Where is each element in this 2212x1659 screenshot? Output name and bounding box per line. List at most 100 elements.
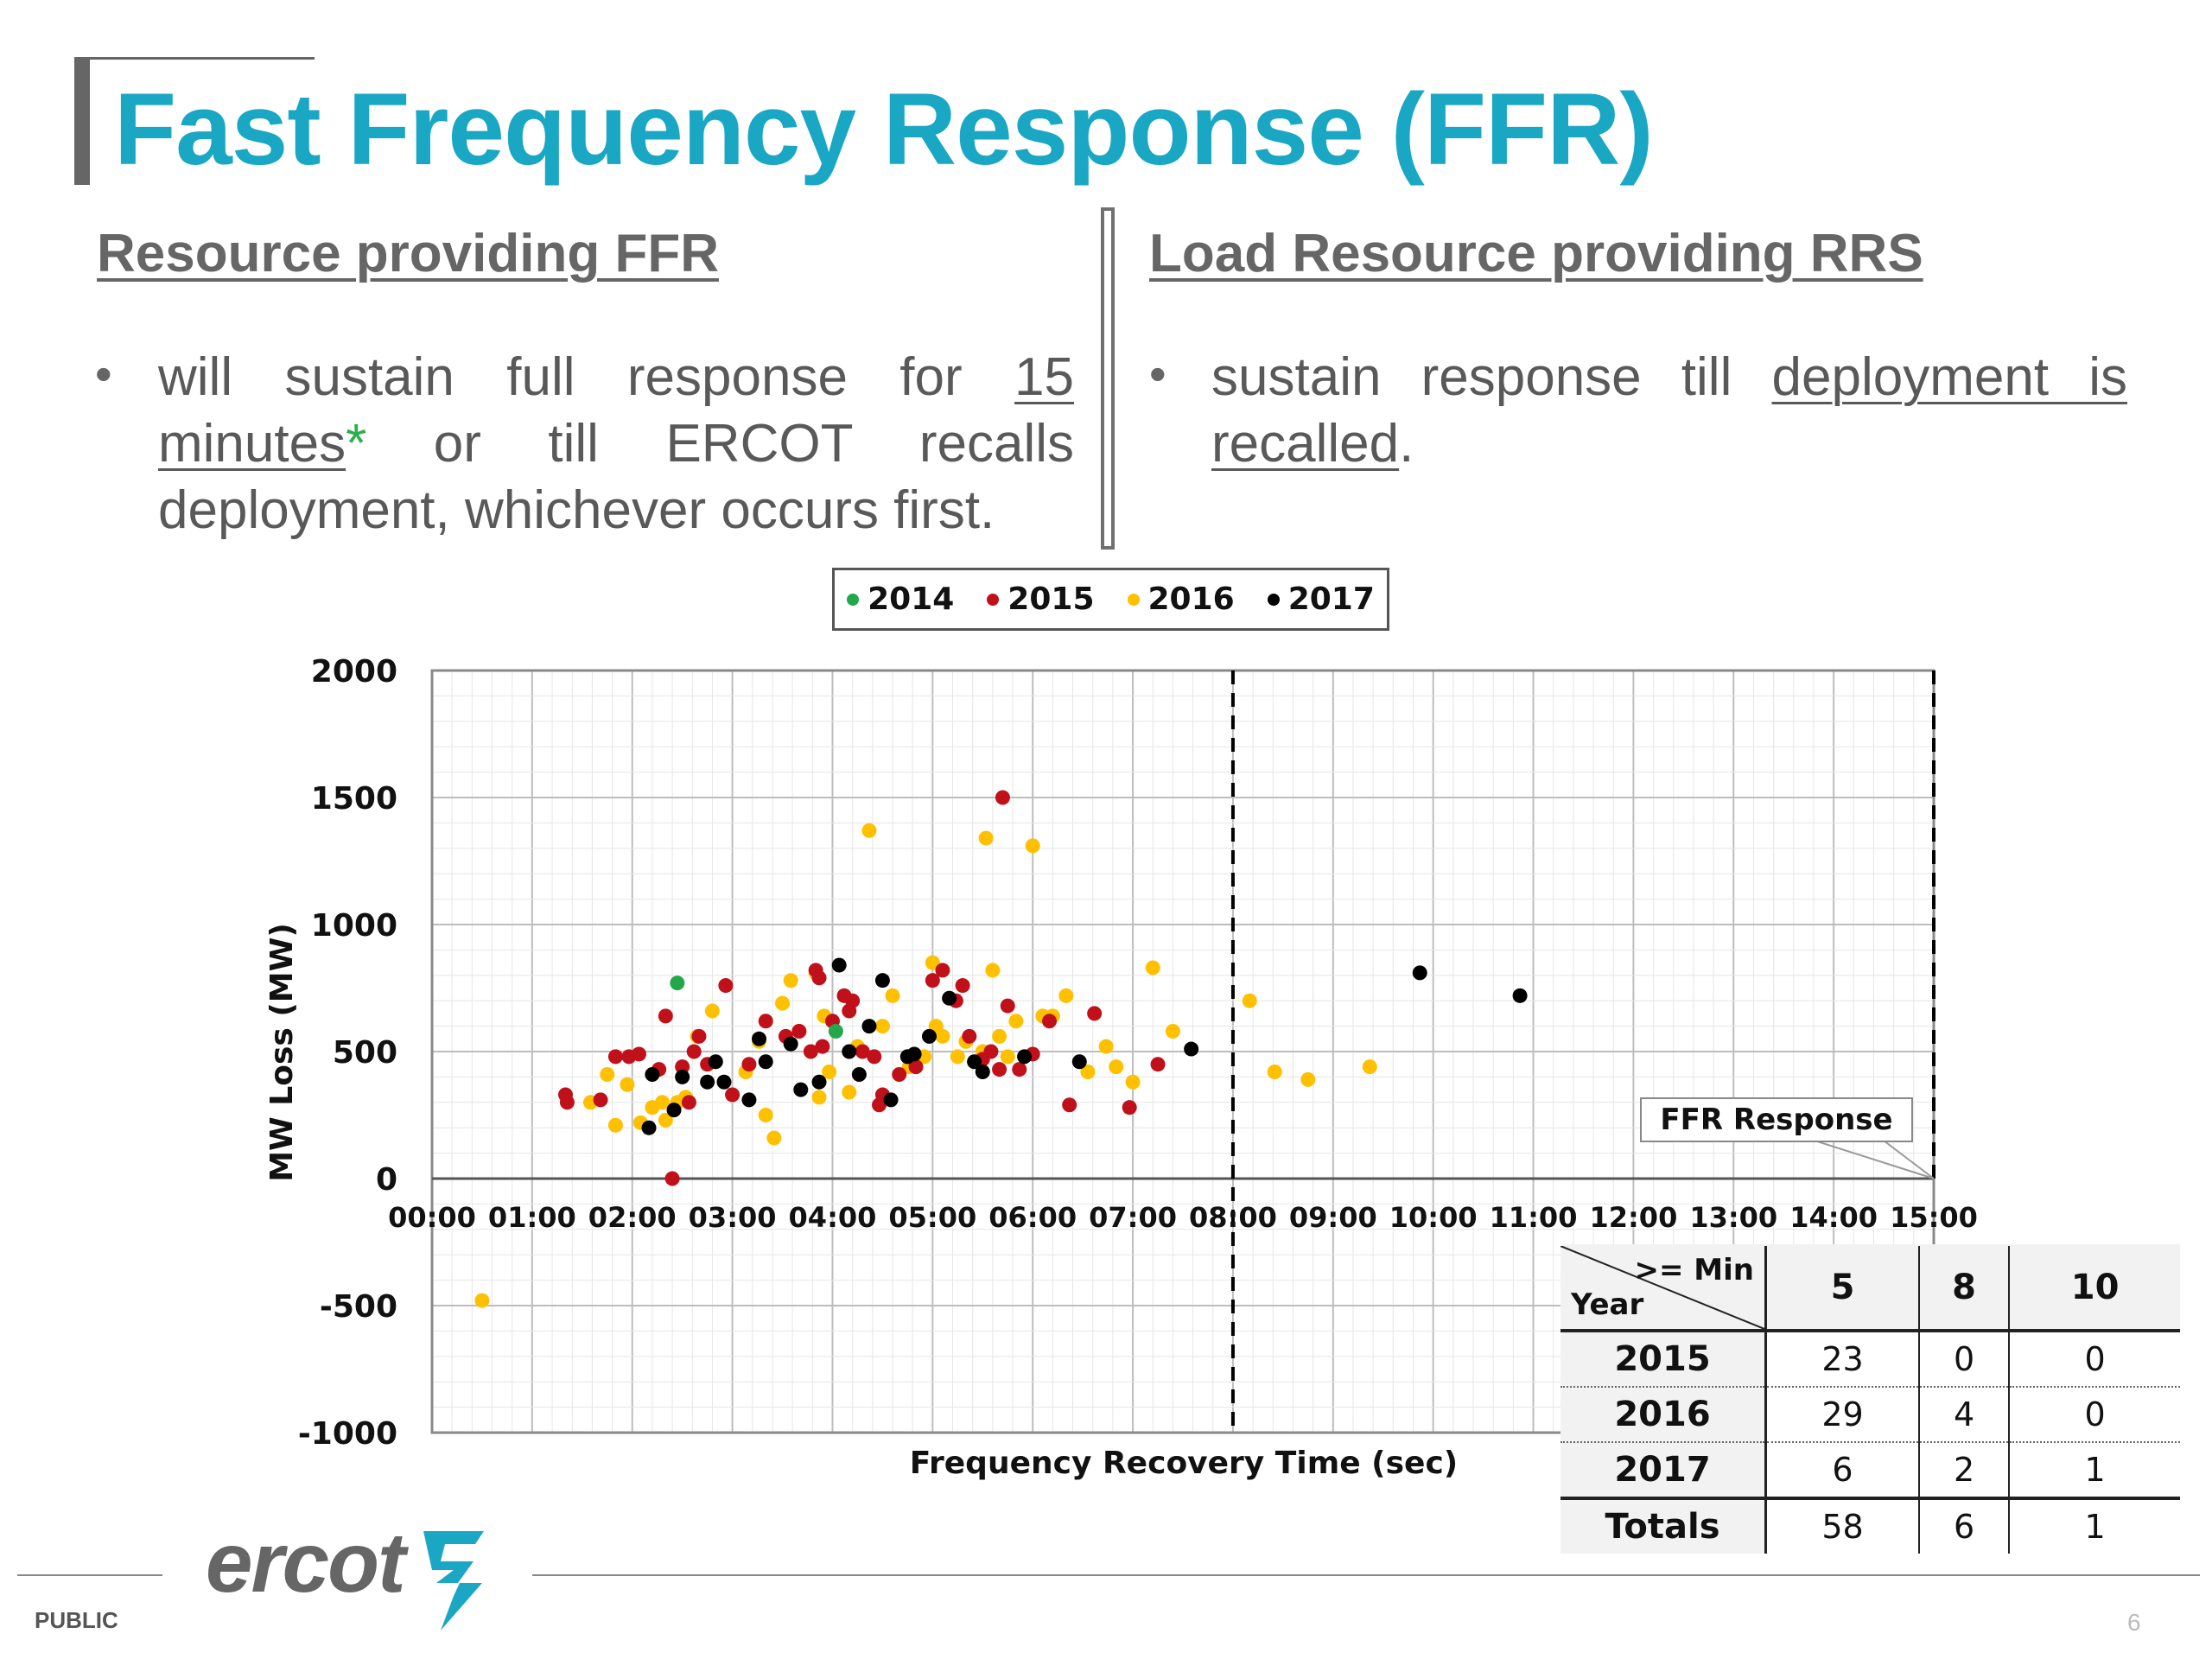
data-point-2015 <box>1087 1006 1103 1021</box>
data-point-2016 <box>985 963 1001 978</box>
legend-label: 2016 <box>1147 582 1235 617</box>
x-tick-label: 01:00 <box>488 1201 576 1234</box>
left-column-bullet: will sustain full response for 15 minute… <box>158 344 1074 543</box>
data-point-2015 <box>681 1095 696 1110</box>
data-point-2015 <box>691 1028 707 1044</box>
data-point-2015 <box>855 1044 870 1059</box>
data-point-2015 <box>1042 1014 1058 1029</box>
x-tick-label: 05:00 <box>888 1201 976 1234</box>
data-point-2017 <box>861 1019 877 1034</box>
data-point-2017 <box>1184 1041 1199 1057</box>
data-point-2017 <box>751 1031 766 1046</box>
data-point-2015 <box>593 1092 608 1108</box>
table-row: 2017 6 2 1 <box>1560 1442 2180 1500</box>
data-point-2017 <box>758 1054 773 1070</box>
table-cell: 2 <box>1919 1442 2011 1500</box>
data-point-2015 <box>686 1044 702 1059</box>
x-tick-label: 15:00 <box>1890 1201 1978 1234</box>
data-point-2016 <box>1109 1059 1124 1075</box>
data-point-2016 <box>950 1049 965 1065</box>
table-cell: 29 <box>1765 1387 1921 1443</box>
chart-axes <box>430 669 1936 1434</box>
ercot-logo: ercot <box>206 1515 406 1610</box>
column-divider <box>1101 207 1115 550</box>
x-tick-label: 12:00 <box>1589 1201 1677 1234</box>
data-point-2017 <box>842 1044 857 1059</box>
data-point-2016 <box>978 830 994 846</box>
data-point-2016 <box>1267 1065 1282 1080</box>
table-row: Totals 58 6 1 <box>1560 1498 2180 1554</box>
data-point-2016 <box>925 955 940 970</box>
footer-rule-left <box>17 1574 162 1576</box>
data-point-2015 <box>908 1059 924 1075</box>
y-tick-label: 1000 <box>311 908 397 944</box>
table-cell: 0 <box>2009 1331 2180 1388</box>
data-point-2016 <box>842 1084 857 1100</box>
data-point-2016 <box>775 995 791 1011</box>
data-point-2015 <box>867 1049 882 1065</box>
bullet-text: sustain response till <box>1211 347 1772 407</box>
data-point-2016 <box>600 1066 615 1082</box>
data-point-2015 <box>955 978 970 994</box>
data-point-2017 <box>1512 988 1528 1003</box>
legend-item: 2014 <box>847 582 954 617</box>
legend-item: 2015 <box>987 582 1095 617</box>
data-point-2015 <box>741 1057 757 1072</box>
ffr-response-callout: FFR Response <box>1640 1097 1913 1142</box>
event-count-table: >= Min Year 5 8 10 2015 23 0 0 2016 29 4 0 2017 6 2 1 Tot… <box>1560 1246 2180 1554</box>
diagonal-line <box>1560 1246 1764 1329</box>
data-point-2017 <box>700 1074 715 1090</box>
table-row: 2016 29 4 0 <box>1560 1387 2180 1443</box>
data-point-2017 <box>716 1074 732 1090</box>
ercot-logo-icon <box>423 1531 484 1630</box>
data-point-2016 <box>758 1108 773 1122</box>
data-point-2016 <box>620 1077 635 1092</box>
legend-label: 2017 <box>1287 582 1375 617</box>
chart-points <box>474 790 1528 1308</box>
data-point-2016 <box>474 1293 490 1308</box>
data-point-2017 <box>942 990 957 1006</box>
y-tick-label: -500 <box>320 1289 397 1325</box>
data-point-2017 <box>741 1092 757 1108</box>
corner-top-label: >= Min <box>1634 1253 1754 1287</box>
data-point-2017 <box>831 957 847 973</box>
x-tick-label: 13:00 <box>1689 1201 1777 1234</box>
data-point-2016 <box>1242 993 1257 1008</box>
table-cell: 1 <box>2084 1508 2106 1546</box>
data-point-2017 <box>975 1065 990 1080</box>
x-tick-label: 14:00 <box>1789 1201 1878 1234</box>
data-point-2016 <box>654 1095 670 1110</box>
data-point-2015 <box>803 1044 818 1059</box>
data-point-2016 <box>1080 1065 1096 1080</box>
data-point-2016 <box>992 1028 1007 1044</box>
data-point-2014 <box>828 1023 843 1039</box>
data-point-2017 <box>851 1066 867 1082</box>
data-point-2017 <box>883 1092 899 1108</box>
data-point-2017 <box>874 973 890 988</box>
data-point-2016 <box>1165 1023 1180 1039</box>
data-point-2015 <box>725 1087 741 1103</box>
data-point-2017 <box>906 1046 922 1062</box>
table-cell: 0 <box>1919 1331 2011 1388</box>
data-point-2015 <box>1012 1062 1027 1077</box>
table-corner-cell: >= Min Year <box>1560 1246 1767 1332</box>
title-accent-bar <box>74 59 90 185</box>
y-axis-label: MW Loss (MW) <box>264 923 300 1182</box>
table-row-label: 2017 <box>1560 1442 1767 1500</box>
data-point-2016 <box>704 1003 720 1019</box>
data-point-2015 <box>815 1039 830 1054</box>
data-point-2016 <box>874 1019 890 1034</box>
data-point-2016 <box>1098 1039 1114 1054</box>
data-point-2015 <box>718 978 734 994</box>
right-column-heading: Load Resource providing RRS <box>1149 224 1923 283</box>
left-column-heading: Resource providing FFR <box>97 224 719 283</box>
data-point-2017 <box>666 1103 682 1118</box>
y-tick-label: 0 <box>376 1162 397 1198</box>
x-tick-label: 11:00 <box>1490 1201 1578 1234</box>
table-row-label: Totals <box>1560 1498 1767 1554</box>
table-cell: 23 <box>1765 1331 1921 1388</box>
page-number: 6 <box>2127 1609 2141 1636</box>
data-point-2016 <box>783 973 798 988</box>
data-point-2016 <box>1300 1071 1316 1087</box>
